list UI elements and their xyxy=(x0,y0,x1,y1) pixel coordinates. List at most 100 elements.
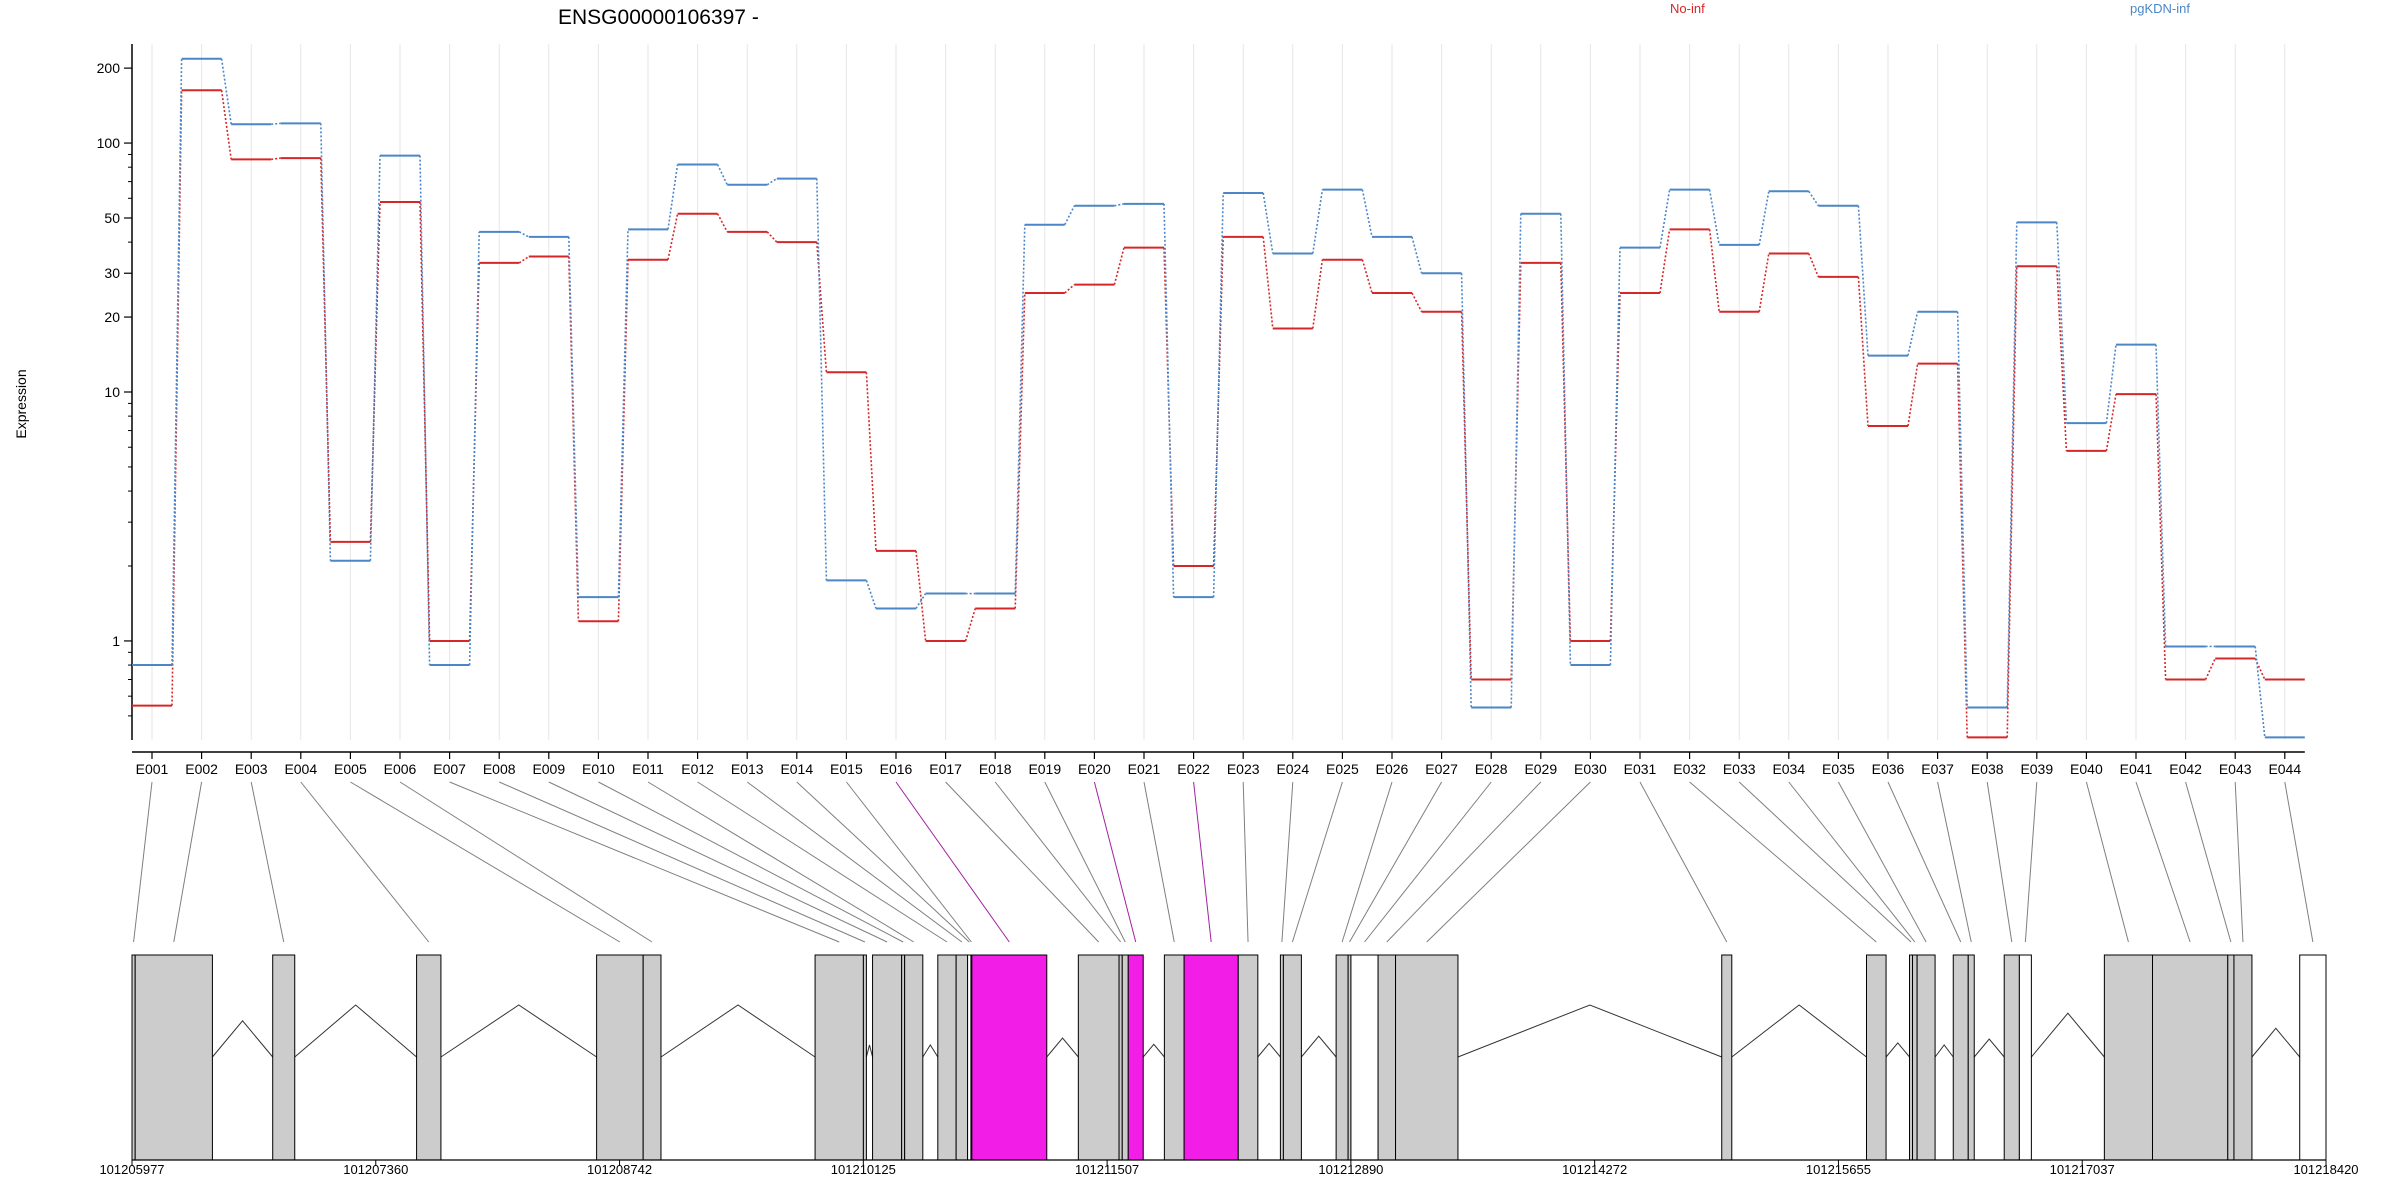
series-No-inf-connector xyxy=(1560,262,1572,641)
exon-box-E011 xyxy=(904,954,924,1161)
connector-E035 xyxy=(1837,781,1927,943)
series-pgKDN-inf-connector xyxy=(667,164,679,230)
exon-box-E005 xyxy=(596,954,644,1161)
coord-label: 101217037 xyxy=(2050,1162,2115,1177)
connector-E007 xyxy=(449,781,840,943)
exon-box-E009 xyxy=(872,954,903,1161)
connector-E040 xyxy=(2085,781,2129,943)
exon-label-E031: E031 xyxy=(1624,761,1657,777)
intron-line xyxy=(2030,1012,2105,1058)
exon-label-E026: E026 xyxy=(1376,761,1409,777)
x-axis-exon-labels: E001 E002 E003 E004 E005 E006 E007 E008 E009 E010… xyxy=(136,752,2301,777)
intron-line xyxy=(294,1004,417,1058)
series-pgKDN-inf-connector xyxy=(1560,213,1572,666)
connector-E026 xyxy=(1341,781,1393,943)
series-No-inf-connector xyxy=(716,213,728,233)
connector-E025 xyxy=(1291,781,1343,943)
exon-box-E021 xyxy=(1163,954,1185,1161)
exon-label-E012: E012 xyxy=(681,761,714,777)
series-No-inf-connector xyxy=(915,550,927,642)
series-No-inf-connector xyxy=(964,608,976,642)
exon-label-E005: E005 xyxy=(334,761,367,777)
series-No-inf-connector xyxy=(171,90,183,706)
intron-line xyxy=(2251,1027,2301,1058)
exon-box-E034 xyxy=(1912,954,1918,1161)
connector-E004 xyxy=(300,781,430,943)
series-pgKDN-inf-connector xyxy=(915,593,927,609)
exon-box-E003 xyxy=(272,954,296,1161)
series-No-inf-connector xyxy=(1262,236,1274,329)
series-pgKDN-inf-connector xyxy=(1312,189,1324,254)
series-No-inf-connector xyxy=(865,372,877,551)
connector-E008 xyxy=(498,781,866,943)
exon-label-E043: E043 xyxy=(2219,761,2252,777)
exon-box-E016 xyxy=(971,954,1048,1161)
legend-pgkdn-inf: pgKDN-inf xyxy=(2130,1,2190,16)
coord-label: 101214272 xyxy=(1562,1162,1627,1177)
intron-line xyxy=(1885,1042,1910,1058)
intron-line xyxy=(1457,1004,1722,1058)
series-pgKDN-inf-connector xyxy=(419,155,431,666)
exon-box-E014 xyxy=(967,954,972,1161)
series-pgKDN-inf-connector xyxy=(1411,236,1423,274)
coord-label: 101218420 xyxy=(2293,1162,2358,1177)
exon-label-E002: E002 xyxy=(185,761,218,777)
connector-E024 xyxy=(1281,781,1294,943)
exon-label-E020: E020 xyxy=(1078,761,1111,777)
series-pgKDN-inf-connector xyxy=(1708,189,1720,245)
exon-label-E024: E024 xyxy=(1276,761,1309,777)
exon-box-E035 xyxy=(1916,954,1936,1161)
connector-E010 xyxy=(598,781,904,943)
coord-label: 101215655 xyxy=(1806,1162,1871,1177)
connector-E014 xyxy=(796,781,970,943)
series-pgKDN-inf-connector xyxy=(369,155,381,561)
series-pgKDN-inf-connector xyxy=(468,231,480,666)
series-No-inf-connector xyxy=(1212,236,1224,567)
intron-line xyxy=(1046,1037,1079,1058)
y-tick-label: 30 xyxy=(104,265,120,281)
exon-label-E004: E004 xyxy=(284,761,317,777)
series-lines xyxy=(132,57,2305,739)
series-pgKDN-inf-connector xyxy=(320,123,332,561)
series-pgKDN-inf-connector xyxy=(865,580,877,609)
series-pgKDN-inf-connector xyxy=(220,58,232,125)
exon-box-E028 xyxy=(1350,954,1379,1161)
series-No-inf-connector xyxy=(1411,292,1423,313)
exon-box-E012 xyxy=(937,954,957,1161)
intron-line xyxy=(1973,1038,2005,1058)
exon-label-E027: E027 xyxy=(1425,761,1458,777)
exon-label-E039: E039 xyxy=(2020,761,2053,777)
legend-no-inf: No-inf xyxy=(1670,1,1705,16)
connector-E021 xyxy=(1143,781,1175,943)
series-No-inf-connector xyxy=(2056,266,2068,451)
intron-line xyxy=(1731,1004,1867,1058)
exon-label-E028: E028 xyxy=(1475,761,1508,777)
exon-box-E023 xyxy=(1237,954,1259,1161)
connector-E011 xyxy=(647,781,914,943)
series-No-inf-connector xyxy=(220,90,232,160)
connector-E043 xyxy=(2234,781,2244,943)
connector-E018 xyxy=(994,781,1122,943)
series-pgKDN-inf-connector xyxy=(816,178,828,581)
series-No-inf-connector xyxy=(1907,363,1919,427)
intron-line xyxy=(212,1020,274,1058)
exon-box-E022 xyxy=(1183,954,1239,1161)
exon-box-E004 xyxy=(416,954,442,1161)
series-No-inf-connector xyxy=(816,242,828,373)
exon-box-E017 xyxy=(1077,954,1120,1161)
series-No-inf-connector xyxy=(1659,229,1671,294)
intron-line xyxy=(660,1004,816,1058)
exon-label-E001: E001 xyxy=(136,761,169,777)
series-No-inf-connector xyxy=(2006,266,2018,738)
connector-E031 xyxy=(1639,781,1728,943)
y-axis-label: Expression xyxy=(13,369,29,438)
exon-label-E016: E016 xyxy=(880,761,913,777)
vertical-gridlines xyxy=(151,44,2286,740)
exon-box-E032 xyxy=(1865,954,1887,1161)
series-pgKDN-inf-connector xyxy=(1114,203,1125,207)
series-No-inf-connector xyxy=(1113,247,1125,285)
series-No-inf-connector xyxy=(1758,253,1770,312)
y-tick-label: 50 xyxy=(104,210,120,226)
connector-E033 xyxy=(1738,781,1912,943)
